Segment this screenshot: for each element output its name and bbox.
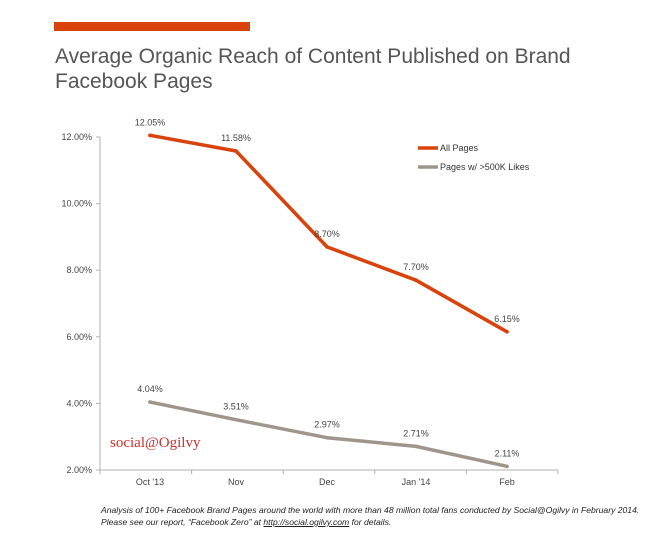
chart-title: Average Organic Reach of Content Publish… bbox=[55, 45, 571, 93]
data-point bbox=[414, 444, 418, 449]
data-label: 6.15% bbox=[494, 314, 520, 324]
x-tick-label: Feb bbox=[499, 477, 515, 487]
data-point bbox=[234, 149, 238, 153]
accent-bar bbox=[54, 22, 250, 31]
x-tick-label: Oct '13 bbox=[136, 477, 164, 487]
x-tick-label: Dec bbox=[319, 477, 336, 487]
data-label: 4.04% bbox=[137, 384, 163, 394]
y-tick-label: 4.00% bbox=[66, 398, 92, 408]
data-point bbox=[414, 278, 418, 282]
data-point bbox=[148, 400, 152, 404]
footnote-text-end: for details. bbox=[349, 517, 392, 527]
x-tick-label: Nov bbox=[228, 477, 245, 487]
data-label: 8.70% bbox=[314, 229, 340, 239]
data-point bbox=[148, 133, 152, 138]
data-label: 3.51% bbox=[223, 402, 249, 412]
data-point bbox=[505, 330, 509, 334]
footnote-text: Analysis of 100+ Facebook Brand Pages ar… bbox=[101, 505, 640, 527]
data-label: 7.70% bbox=[403, 262, 429, 272]
data-label: 11.58% bbox=[221, 133, 251, 143]
data-label: 2.97% bbox=[314, 420, 340, 430]
y-tick-label: 12.00% bbox=[61, 132, 92, 142]
legend-label: All Pages bbox=[440, 143, 479, 153]
y-tick-label: 2.00% bbox=[66, 465, 92, 475]
data-point bbox=[505, 464, 509, 469]
footnote-link[interactable]: http://social.ogilvy.com bbox=[263, 517, 350, 527]
line-chart: 2.00% 4.00% 6.00% 8.00% 10.00% 12.00% Oct '13 N… bbox=[61, 117, 559, 487]
data-label: 2.71% bbox=[403, 428, 429, 438]
data-point bbox=[234, 417, 238, 422]
y-tick-label: 8.00% bbox=[66, 265, 92, 275]
x-tick-label: Jan '14 bbox=[402, 477, 431, 487]
legend-label: Pages w/ >500K Likes bbox=[440, 162, 530, 172]
brand-logo: social@Ogilvy bbox=[110, 435, 201, 451]
series-line-2 bbox=[148, 400, 509, 469]
data-point bbox=[325, 435, 329, 440]
y-tick-label: 6.00% bbox=[66, 332, 92, 342]
data-label: 2.11% bbox=[495, 448, 520, 458]
data-label: 12.05% bbox=[135, 117, 166, 127]
y-tick-label: 10.00% bbox=[61, 199, 92, 209]
footnote: Analysis of 100+ Facebook Brand Pages ar… bbox=[101, 504, 641, 528]
data-point bbox=[325, 245, 329, 249]
